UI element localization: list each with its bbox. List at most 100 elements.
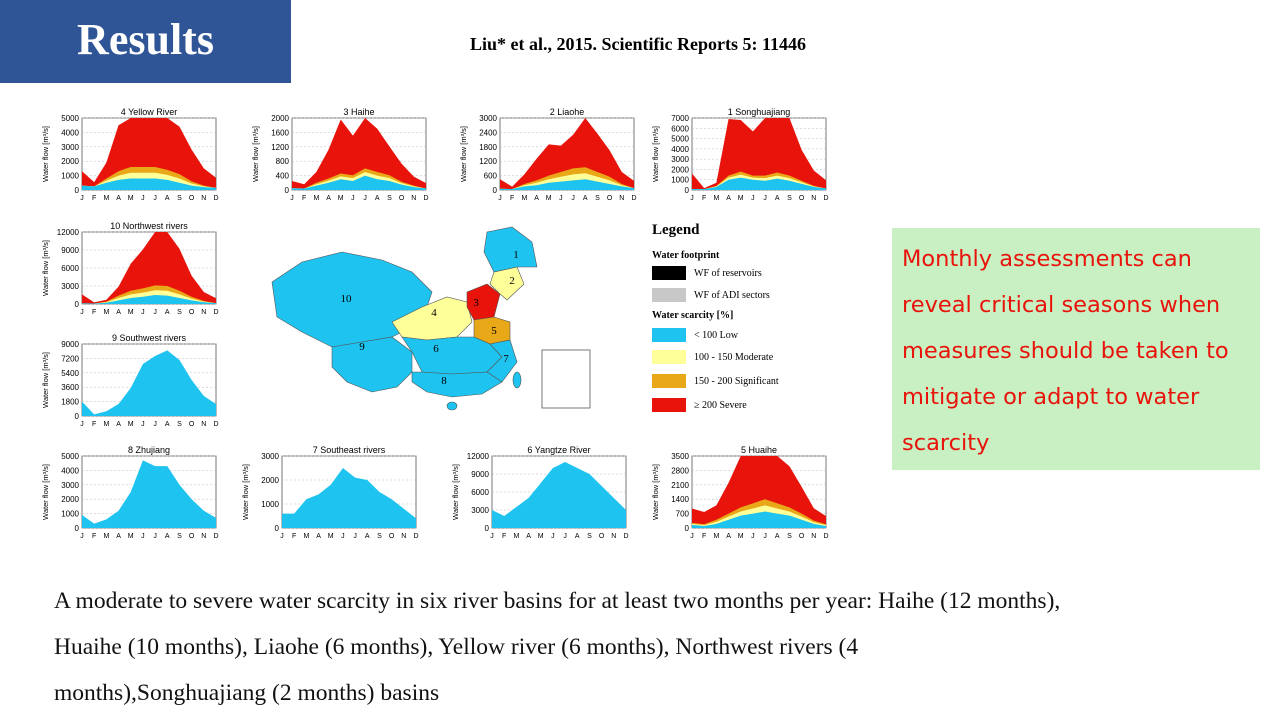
y-tick-label: 1600 — [271, 128, 289, 137]
legend-item-moderate: 100 - 150 Moderate — [652, 350, 773, 364]
x-tick-label: A — [165, 309, 170, 316]
x-tick-label: J — [141, 309, 145, 316]
x-tick-label: J — [80, 421, 84, 428]
page-title: Results — [77, 15, 214, 64]
x-tick-label: J — [763, 195, 767, 202]
y-tick-label: 1000 — [671, 176, 689, 185]
x-tick-label: A — [165, 195, 170, 202]
x-tick-label: A — [326, 195, 331, 202]
y-tick-label: 12000 — [467, 452, 490, 461]
x-tick-label: M — [538, 533, 544, 540]
legend-swatch-adi — [652, 288, 686, 302]
x-tick-label: A — [575, 533, 580, 540]
callout-box: Monthly assessments can reveal critical … — [892, 228, 1260, 470]
legend-swatch-low — [652, 328, 686, 342]
x-tick-label: J — [80, 309, 84, 316]
map-region-6 — [401, 336, 503, 375]
x-tick-label: A — [365, 533, 370, 540]
chart-title: 7 Southeast rivers — [313, 445, 386, 455]
y-tick-label: 3600 — [61, 383, 79, 392]
x-tick-label: N — [201, 421, 206, 428]
x-tick-label: N — [201, 309, 206, 316]
x-tick-label: D — [631, 195, 636, 202]
x-tick-label: M — [738, 533, 744, 540]
chart-zhujiang: 0 1000 2000 3000 4000 5000 J F M A M J J A S O N D 8 Zhuji… — [36, 442, 226, 542]
summary-text: A moderate to severe water scarcity in s… — [54, 588, 1061, 706]
map-region-label: 6 — [433, 343, 439, 355]
map-region-label: 1 — [513, 249, 519, 261]
x-tick-label: J — [141, 195, 145, 202]
x-tick-label: J — [563, 533, 567, 540]
y-tick-label: 3000 — [61, 481, 79, 490]
legend-label-severe: ≥ 200 Severe — [694, 399, 747, 411]
y-tick-label: 5000 — [61, 114, 79, 123]
x-tick-label: M — [546, 195, 552, 202]
y-tick-label: 6000 — [61, 264, 79, 273]
y-tick-label: 6000 — [471, 488, 489, 497]
x-tick-label: F — [92, 533, 96, 540]
x-tick-label: O — [189, 533, 195, 540]
y-tick-label: 2100 — [671, 481, 689, 490]
x-tick-label: N — [611, 533, 616, 540]
y-tick-label: 3000 — [61, 282, 79, 291]
y-tick-label: 0 — [75, 186, 80, 195]
x-tick-label: N — [811, 195, 816, 202]
x-tick-label: O — [607, 195, 613, 202]
x-tick-label: J — [690, 195, 694, 202]
y-axis-label: Water flow [m³/s] — [241, 464, 250, 520]
x-tick-label: J — [751, 195, 755, 202]
chart-haihe: 0 400 800 1200 1600 2000 J F M A M J J A S O N D 3 Haihe Wa… — [246, 104, 436, 204]
x-tick-label: F — [292, 533, 296, 540]
y-tick-label: 0 — [685, 186, 690, 195]
x-tick-label: J — [351, 195, 355, 202]
y-axis-label: Water flow [m³/s] — [41, 352, 50, 408]
x-tick-label: J — [153, 195, 157, 202]
taiwan-shape — [512, 371, 522, 389]
x-tick-label: M — [513, 533, 519, 540]
y-tick-label: 1200 — [271, 143, 289, 152]
series-area-100-low — [500, 179, 634, 190]
x-tick-label: S — [787, 195, 792, 202]
series-area-200-severe — [292, 118, 426, 190]
x-tick-label: A — [116, 195, 121, 202]
x-tick-label: M — [128, 195, 134, 202]
x-tick-label: M — [103, 533, 109, 540]
series-area-200-severe — [82, 118, 216, 190]
y-tick-label: 0 — [75, 524, 80, 533]
x-tick-label: F — [702, 533, 706, 540]
x-tick-label: F — [92, 421, 96, 428]
legend-label-significant: 150 - 200 Significant — [694, 375, 779, 387]
x-tick-label: J — [290, 195, 294, 202]
chart-title: 1 Songhuajiang — [728, 107, 791, 117]
y-tick-label: 5000 — [671, 135, 689, 144]
y-axis-label: Water flow [m³/s] — [41, 240, 50, 296]
y-tick-label: 1000 — [261, 500, 279, 509]
x-tick-label: J — [153, 421, 157, 428]
x-tick-label: J — [341, 533, 345, 540]
y-tick-label: 800 — [276, 157, 290, 166]
y-tick-label: 0 — [685, 524, 690, 533]
x-tick-label: M — [128, 309, 134, 316]
chart-title: 2 Liaohe — [550, 107, 585, 117]
chart-southeast-rivers: 0 1000 2000 3000 J F M A M J J A S O N D 7 Southeast riv… — [236, 442, 426, 542]
x-tick-label: N — [411, 195, 416, 202]
series-area-100-low — [82, 178, 216, 190]
series-area-100-low — [492, 462, 626, 528]
x-tick-label: S — [587, 533, 592, 540]
x-tick-label: D — [823, 533, 828, 540]
y-tick-label: 2000 — [261, 476, 279, 485]
x-tick-label: M — [738, 195, 744, 202]
x-tick-label: O — [389, 533, 395, 540]
legend-swatch-moderate — [652, 350, 686, 364]
x-tick-label: S — [377, 533, 382, 540]
x-tick-label: J — [141, 533, 145, 540]
series-area-100-low — [692, 177, 826, 190]
chart-title: 4 Yellow River — [121, 107, 178, 117]
y-tick-label: 1800 — [61, 398, 79, 407]
x-tick-label: N — [201, 533, 206, 540]
x-tick-label: S — [595, 195, 600, 202]
